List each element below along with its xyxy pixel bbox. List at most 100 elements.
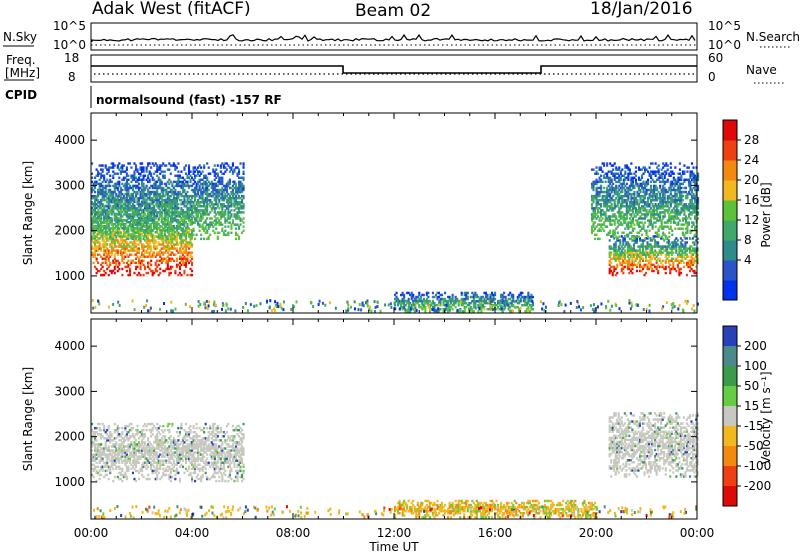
echo-cell <box>166 261 169 265</box>
echo-cell <box>462 303 465 307</box>
echo-cell <box>618 184 621 188</box>
echo-cell <box>409 293 412 297</box>
echo-cell <box>101 168 104 171</box>
echo-cell <box>98 227 101 230</box>
echo-cell <box>645 211 648 214</box>
echo-cell <box>218 176 221 180</box>
echo-cell <box>503 299 506 303</box>
echo-cell <box>682 261 685 265</box>
echo-cell <box>236 211 239 214</box>
echo-cell <box>174 166 177 169</box>
echo-cell <box>133 253 136 256</box>
echo-cell <box>190 201 194 204</box>
echo-cell <box>183 235 186 238</box>
echo-cell <box>187 231 191 234</box>
echo-cell <box>100 229 103 232</box>
echo-cell <box>104 164 107 167</box>
echo-cell <box>395 295 398 299</box>
echo-cell <box>501 301 504 305</box>
echo-cell <box>660 253 663 256</box>
echo-cell <box>151 241 154 244</box>
echo-cell <box>189 180 192 184</box>
echo-cell <box>640 265 643 269</box>
echo-cell <box>172 201 175 204</box>
echo-cell <box>231 188 235 192</box>
echo-cell <box>127 192 130 196</box>
echo-cell <box>647 180 650 184</box>
echo-cell <box>154 223 157 226</box>
echo-cell <box>116 245 119 248</box>
echo-cell <box>445 301 448 305</box>
echo-cell <box>131 210 135 214</box>
echo-cell <box>201 194 204 198</box>
echo-cell <box>163 194 166 198</box>
echo-cell <box>630 205 633 208</box>
echo-cell <box>418 303 421 307</box>
echo-cell <box>619 205 622 208</box>
echo-cell <box>125 190 128 194</box>
echo-cell <box>106 227 109 230</box>
echo-cell <box>693 235 696 238</box>
echo-cell <box>633 176 636 180</box>
echo-cell <box>240 205 244 208</box>
echo-cell <box>507 308 510 311</box>
echo-cell <box>603 186 606 190</box>
echo-cell <box>682 255 685 258</box>
echo-cell <box>240 201 244 204</box>
echo-cell <box>204 196 207 200</box>
echo-cell <box>169 219 172 222</box>
echo-cell <box>175 249 178 252</box>
echo-cell <box>445 308 448 311</box>
echo-cell <box>127 201 130 204</box>
echo-cell <box>157 168 160 171</box>
echo-cell <box>97 249 100 252</box>
echo-cell <box>681 255 684 258</box>
echo-cell <box>608 247 611 250</box>
echo-cell <box>204 209 207 212</box>
echo-cell <box>617 253 620 256</box>
echo-cell <box>665 221 668 224</box>
echo-cell <box>107 253 110 256</box>
echo-cell <box>643 263 646 267</box>
echo-cell <box>624 235 627 239</box>
echo-cell <box>693 243 696 246</box>
echo-cell <box>630 188 633 192</box>
echo-cell <box>644 271 648 275</box>
echo-cell <box>654 203 657 206</box>
echo-cell <box>115 184 118 188</box>
echo-cell <box>112 229 115 232</box>
echo-cell <box>501 305 504 309</box>
nsearch-tick-top: 10^5 <box>708 19 741 33</box>
echo-cell <box>110 241 113 244</box>
echo-cell <box>503 301 506 305</box>
echo-cell <box>592 168 595 171</box>
echo-cell <box>159 172 162 175</box>
echo-cell <box>209 192 212 196</box>
echo-cell <box>685 263 689 267</box>
echo-cell <box>662 237 665 241</box>
echo-cell <box>115 225 118 228</box>
echo-cell <box>630 178 633 182</box>
echo-cell <box>642 209 645 212</box>
echo-cell <box>215 227 218 230</box>
echo-cell <box>595 225 598 228</box>
echo-cell <box>204 231 207 234</box>
echo-cell <box>637 235 641 239</box>
echo-cell <box>609 201 612 204</box>
echo-cell <box>133 190 136 194</box>
echo-cell <box>166 213 169 216</box>
echo-cell <box>115 201 118 204</box>
echo-cell <box>400 305 403 309</box>
echo-cell <box>653 217 656 220</box>
echo-cell <box>97 231 100 234</box>
echo-cell <box>224 170 227 173</box>
echo-cell <box>160 188 163 192</box>
echo-cell <box>403 295 406 299</box>
echo-cell <box>527 308 530 311</box>
echo-cell <box>629 263 632 267</box>
echo-cell <box>137 243 141 246</box>
echo-cell <box>627 190 630 194</box>
echo-cell <box>178 184 181 188</box>
echo-cell <box>614 249 617 252</box>
echo-cell <box>234 215 238 218</box>
